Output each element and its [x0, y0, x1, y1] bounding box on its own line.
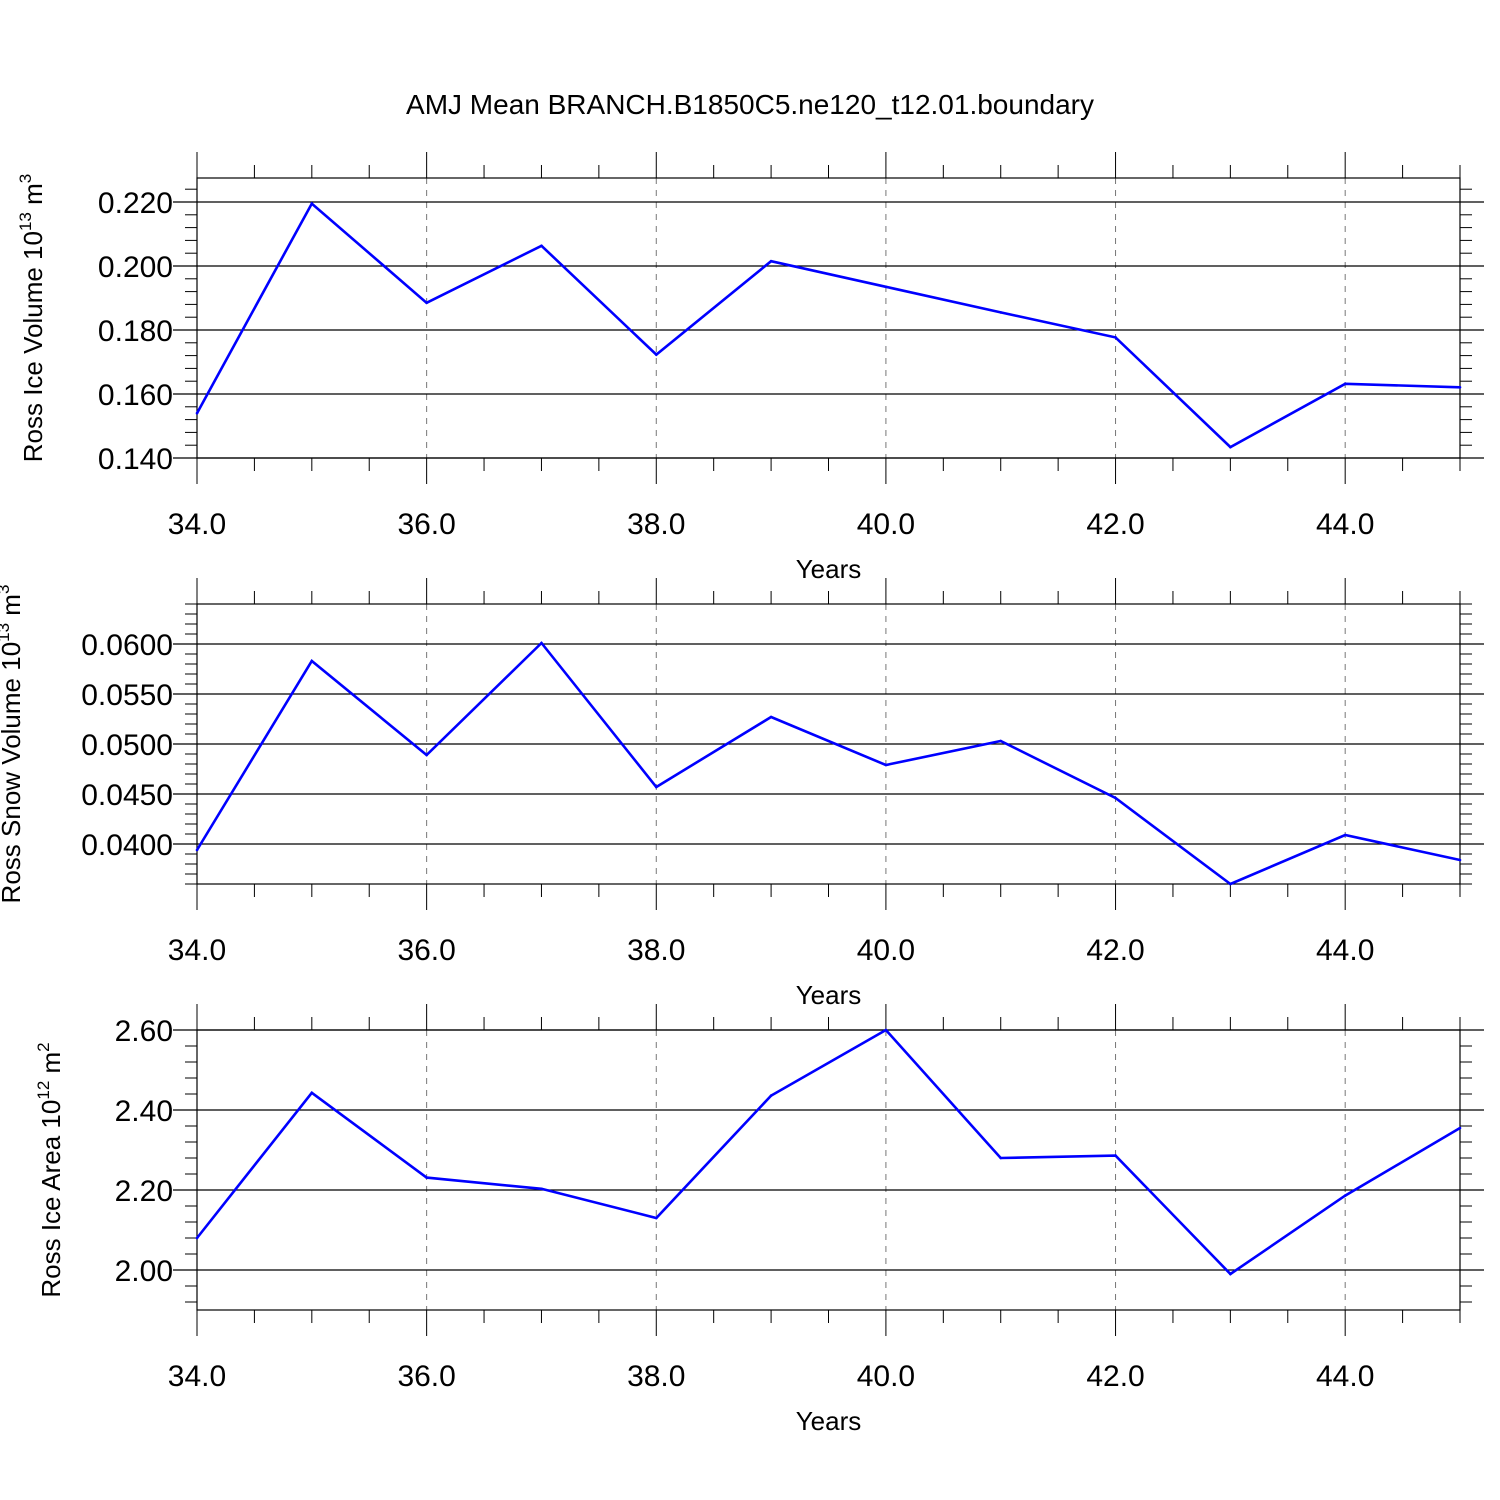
- data-point: [884, 285, 888, 289]
- data-point: [425, 1176, 428, 1179]
- data-point: [1458, 385, 1462, 389]
- y-axis-label-superscript: 13: [0, 623, 13, 642]
- data-point: [195, 1236, 199, 1240]
- series-line: [195, 1028, 1461, 1276]
- chart-title: AMJ Mean BRANCH.B1850C5.ne120_t12.01.bou…: [406, 89, 1094, 120]
- data-point: [1229, 1272, 1232, 1276]
- data-point: [540, 641, 543, 645]
- y-axis-label-superscript: 2: [34, 1042, 53, 1051]
- data-point: [195, 848, 199, 852]
- x-tick-label: 38.0: [627, 508, 685, 541]
- chart-panel-3: 2.00 2.20 2.40 2.60 34.0 36.0 38.0 40.0 42.0 44.0…: [34, 1004, 1484, 1436]
- data-point: [769, 259, 773, 263]
- data-point: [1229, 882, 1232, 886]
- data-point: [1114, 336, 1117, 339]
- y-axis-label: Ross Ice Area 1012 m2: [34, 1042, 66, 1297]
- y-axis-label-superscript: 12: [34, 1081, 53, 1100]
- y-tick-label: 0.0550: [81, 679, 173, 712]
- data-point: [310, 659, 314, 663]
- y-axis-label-superscript: 13: [16, 212, 35, 231]
- y-tick-label: 2.00: [115, 1255, 173, 1288]
- data-point: [425, 301, 428, 305]
- series-line: [195, 201, 1461, 449]
- y-tick-label: 0.180: [98, 315, 173, 348]
- data-point: [1114, 1154, 1117, 1157]
- x-axis-label: Years: [796, 554, 862, 584]
- data-point: [540, 244, 543, 248]
- y-tick-label: 0.0400: [81, 829, 173, 862]
- y-axis-label-text: Ross Snow Volume 10: [0, 642, 26, 904]
- data-point: [1458, 1126, 1462, 1130]
- data-point: [999, 1156, 1003, 1160]
- x-tick-label: 38.0: [627, 934, 685, 967]
- y-tick-label: 0.220: [98, 187, 173, 220]
- series-line: [195, 641, 1461, 886]
- x-tick-label: 36.0: [397, 508, 455, 541]
- data-point: [884, 763, 888, 767]
- x-tick-label: 34.0: [168, 508, 226, 541]
- data-point: [769, 715, 773, 719]
- y-tick-label: 0.0500: [81, 729, 173, 762]
- x-tick-label: 40.0: [857, 934, 915, 967]
- x-axis-label: Years: [796, 1406, 862, 1436]
- data-point: [1114, 796, 1117, 800]
- x-axis-label: Years: [796, 980, 862, 1010]
- y-axis-label-superscript: 3: [0, 585, 13, 594]
- y-axis-label-text: m: [18, 183, 48, 212]
- y-axis-label-text: m: [36, 1052, 66, 1081]
- data-point: [1343, 382, 1347, 386]
- x-tick-label: 42.0: [1086, 1360, 1144, 1393]
- x-tick-label: 36.0: [397, 1360, 455, 1393]
- y-tick-label: 0.140: [98, 443, 173, 476]
- data-point: [999, 739, 1003, 743]
- data-point: [540, 1187, 543, 1191]
- x-tick-label: 44.0: [1316, 508, 1374, 541]
- y-axis-label: Ross Ice Volume 1013 m3: [16, 174, 48, 463]
- plot-frame: [196, 1029, 1461, 1311]
- y-tick-label: 0.0600: [81, 629, 173, 662]
- data-point: [310, 202, 314, 205]
- y-axis-label-text: m: [0, 594, 26, 623]
- chart-panel-2: 0.0400 0.0450 0.0500 0.0550 0.0600 34.0 36.0 38…: [0, 578, 1484, 1010]
- y-axis-label-text: Ross Ice Volume 10: [18, 231, 48, 462]
- data-point: [654, 785, 658, 789]
- data-point: [310, 1091, 314, 1095]
- x-tick-label: 44.0: [1316, 934, 1374, 967]
- data-point: [425, 753, 428, 757]
- y-tick-label: 2.60: [115, 1015, 173, 1048]
- x-tick-label: 38.0: [627, 1360, 685, 1393]
- data-point: [999, 311, 1003, 314]
- x-tick-label: 42.0: [1086, 508, 1144, 541]
- x-tick-label: 40.0: [857, 508, 915, 541]
- chart-panel-1: 0.140 0.160 0.180 0.200 0.220 34.0 36.0 38.0 40.…: [16, 152, 1484, 584]
- data-point: [1343, 1194, 1347, 1197]
- y-tick-label: 0.160: [98, 379, 173, 412]
- data-point: [1343, 833, 1347, 837]
- data-point: [1229, 445, 1232, 449]
- data-point: [884, 1028, 888, 1032]
- x-tick-label: 40.0: [857, 1360, 915, 1393]
- x-tick-label: 34.0: [168, 1360, 226, 1393]
- data-point: [654, 1216, 658, 1220]
- y-axis-label: Ross Snow Volume 1013 m3: [0, 585, 26, 904]
- y-axis-label-text: Ross Ice Area 10: [36, 1100, 66, 1298]
- data-point: [654, 353, 658, 356]
- y-tick-label: 0.200: [98, 251, 173, 284]
- y-axis-label-superscript: 3: [16, 174, 35, 183]
- data-point: [769, 1094, 773, 1097]
- x-tick-label: 44.0: [1316, 1360, 1374, 1393]
- x-tick-label: 36.0: [397, 934, 455, 967]
- x-tick-label: 42.0: [1086, 934, 1144, 967]
- y-tick-label: 2.40: [115, 1095, 173, 1128]
- plot-frame: [196, 177, 1461, 459]
- y-tick-label: 2.20: [115, 1175, 173, 1208]
- x-tick-label: 34.0: [168, 934, 226, 967]
- data-point: [1458, 858, 1462, 862]
- data-point: [195, 411, 199, 415]
- y-tick-label: 0.0450: [81, 779, 173, 812]
